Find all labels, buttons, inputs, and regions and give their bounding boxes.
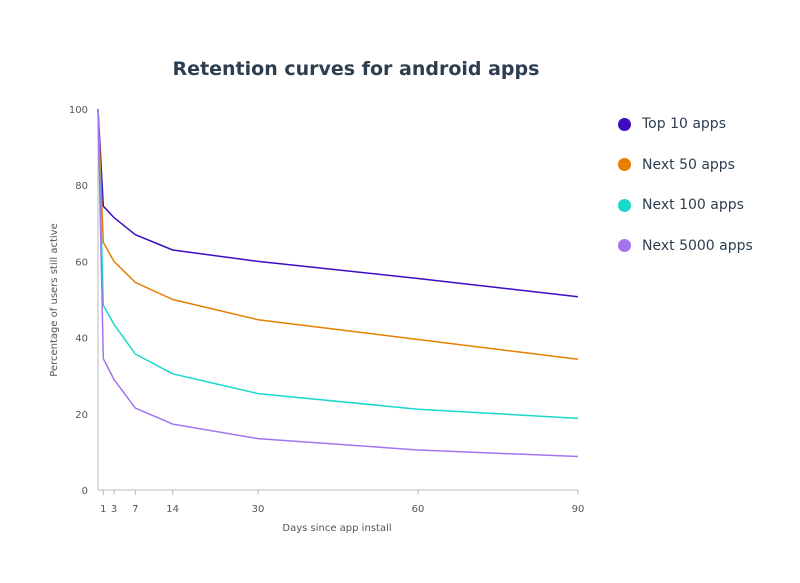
x-tick-label: 90 xyxy=(572,504,585,515)
legend-label: Next 50 apps xyxy=(642,156,735,173)
legend-swatch xyxy=(618,158,631,172)
y-tick-label: 80 xyxy=(75,181,88,192)
legend-swatch xyxy=(618,198,631,212)
legend-item: Top 10 apps xyxy=(618,104,798,145)
y-tick-label: 100 xyxy=(69,105,88,116)
legend-label: Top 10 apps xyxy=(642,116,726,133)
x-axis-title: Days since app install xyxy=(282,523,391,534)
y-tick-label: 20 xyxy=(75,410,88,421)
series-line-top-10-apps xyxy=(97,108,579,298)
legend-item: Next 50 apps xyxy=(618,145,798,186)
legend-item: Next 5000 apps xyxy=(618,226,798,267)
x-tick-label: 7 xyxy=(132,504,138,515)
chart-title: Retention curves for android apps xyxy=(172,58,540,80)
series-line-next-50-apps xyxy=(97,108,579,361)
tick-labels: 1 3 7 14 30 60 90 0 20 40 60 80 100 xyxy=(69,105,584,515)
series-line-next-100-apps xyxy=(97,108,579,420)
x-tick-label: 1 xyxy=(100,504,106,515)
legend: Top 10 apps Next 50 apps Next 100 apps Next… xyxy=(618,104,798,266)
legend-label: Next 5000 apps xyxy=(642,237,753,254)
x-tick-label: 60 xyxy=(412,504,425,515)
x-tick-label: 30 xyxy=(252,504,265,515)
y-tick-label: 40 xyxy=(75,334,88,345)
legend-item: Next 100 apps xyxy=(618,185,798,226)
x-tick-label: 14 xyxy=(166,504,179,515)
series-lines xyxy=(97,108,579,458)
axes xyxy=(97,109,579,495)
legend-swatch xyxy=(618,239,631,253)
x-tick-label: 3 xyxy=(111,504,117,515)
legend-label: Next 100 apps xyxy=(642,197,744,214)
y-axis-title: Percentage of users still active xyxy=(49,223,60,377)
y-tick-label: 60 xyxy=(75,257,88,268)
legend-swatch xyxy=(618,117,631,131)
series-line-next-5000-apps xyxy=(97,108,579,458)
y-tick-label: 0 xyxy=(82,486,88,497)
